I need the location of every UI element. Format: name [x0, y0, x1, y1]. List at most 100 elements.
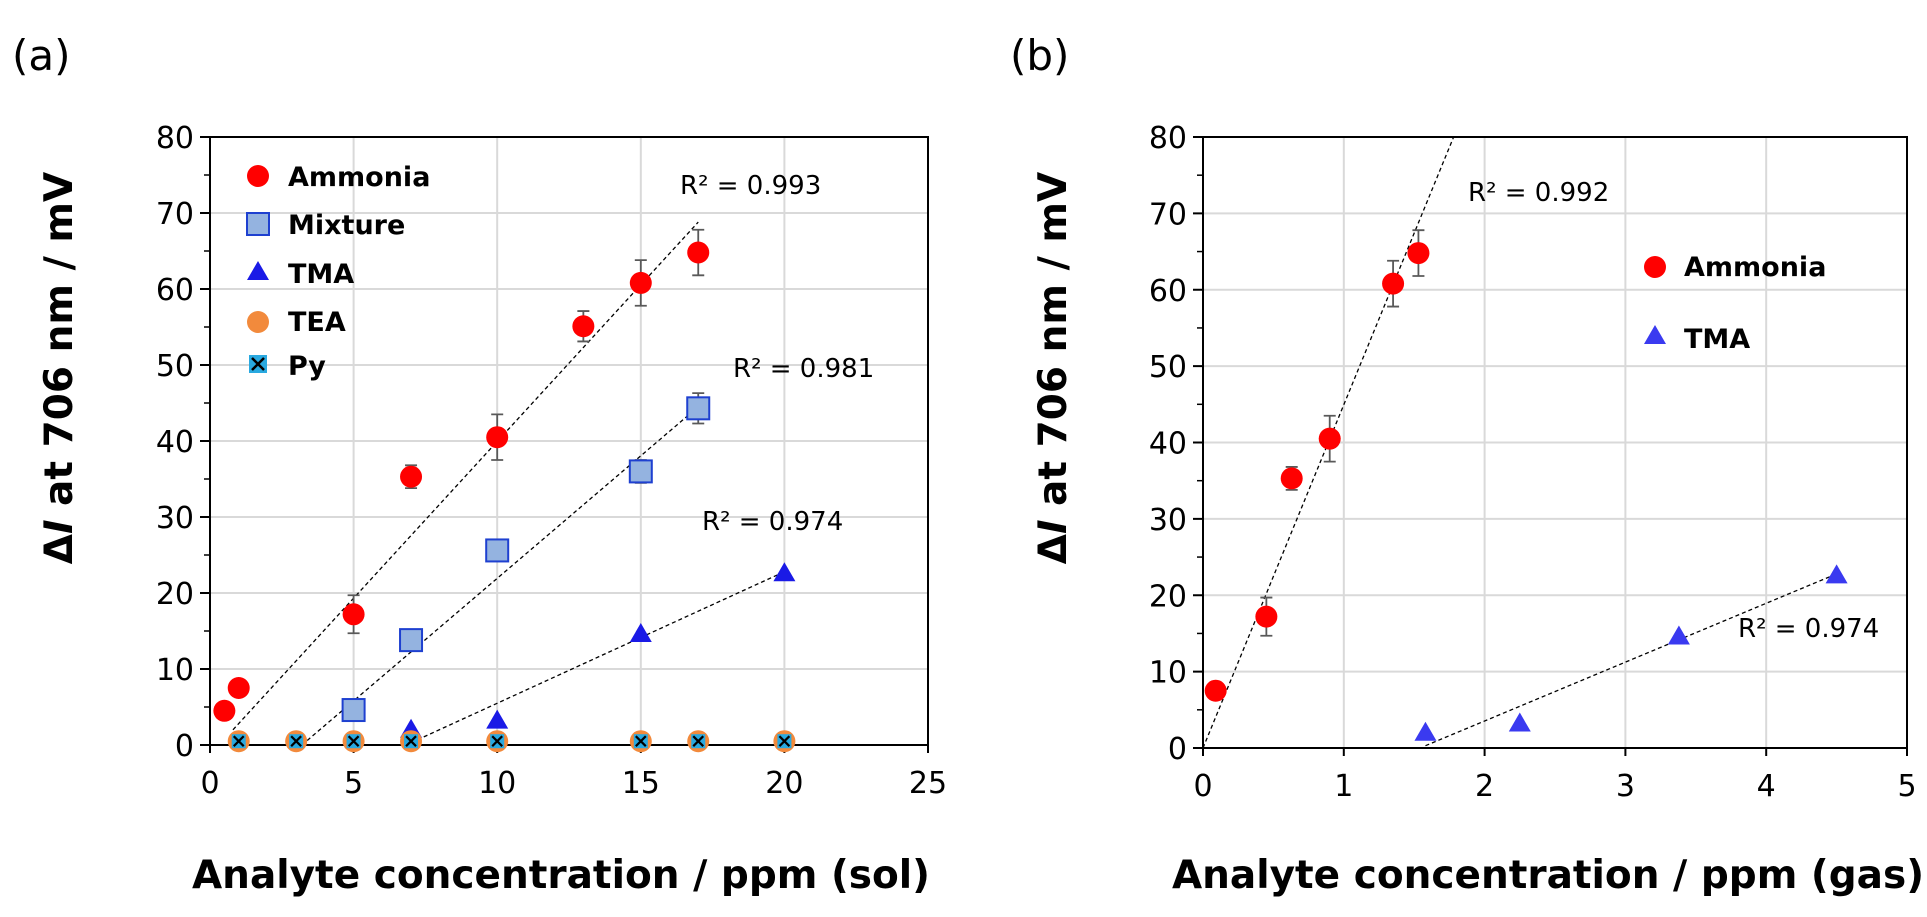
x-tick-label-b-4: 4 [1757, 769, 1776, 804]
chart-panel-b: (b) 0 10 20 30 40 50 60 70 80 0 1 2 3 4 5 Analyte conc… [1010, 31, 1924, 898]
fit-line-a-0 [232, 221, 699, 731]
y-tick-label-a-7: 70 [156, 197, 194, 232]
legend-b-tma-marker [1644, 325, 1666, 344]
point-b-ammonia-2 [1280, 467, 1303, 490]
x-tick-label-a-1: 5 [344, 766, 363, 801]
chart-panel-a: (a) 0 10 20 30 40 50 60 70 80 0 5 10 15 20 25 Analyte … [12, 31, 947, 898]
y-tick-label-a-4: 40 [156, 425, 194, 460]
legend-a-tea-marker [247, 311, 269, 333]
point-a-mixture-2 [485, 538, 510, 563]
x-tick-label-b-2: 2 [1475, 769, 1494, 804]
legend-b-ammonia-marker [1644, 256, 1666, 278]
x-tick-label-a-2: 10 [478, 766, 516, 801]
panel-b-r2-ammonia: R² = 0.992 [1468, 178, 1609, 208]
legend-b-ammonia-label: Ammonia [1684, 252, 1826, 283]
y-tick-label-b-6: 60 [1149, 274, 1187, 309]
legend-a-py-cross-icon [251, 357, 265, 371]
y-tick-label-b-7: 70 [1149, 197, 1187, 232]
panel-b-x-axis-label: Analyte concentration / ppm (gas) [1172, 853, 1924, 898]
point-b-ammonia-0 [1204, 679, 1227, 702]
point-a-ammonia-1 [227, 677, 250, 699]
point-a-py-3-cross-icon [405, 735, 417, 747]
panel-a-r2-ammonia: R² = 0.993 [680, 171, 821, 201]
legend-a-ammonia-marker [247, 165, 269, 187]
point-a-ammonia-7 [687, 241, 710, 264]
legend-a-tma-marker [247, 261, 269, 280]
point-b-tma-3 [1825, 564, 1848, 584]
x-tick-label-a-5: 25 [909, 766, 947, 801]
y-tick-label-a-8: 80 [156, 121, 194, 156]
legend-a-mixture-label: Mixture [288, 210, 405, 241]
point-a-ammonia-4 [486, 426, 509, 449]
point-a-mixture-0 [341, 698, 366, 723]
point-b-tma-2 [1667, 625, 1690, 645]
panel-b-tick-labels: 0 10 20 30 40 50 60 70 80 0 1 2 3 4 5 [1149, 121, 1917, 804]
point-b-tma-1 [1508, 712, 1531, 732]
y-tick-label-b-5: 50 [1149, 350, 1187, 385]
fit-line-a-2 [410, 571, 785, 744]
panel-a-legend: Ammonia Mixture TMA TEA Py [246, 162, 430, 382]
x-tick-label-b-1: 1 [1334, 769, 1353, 804]
panel-b-legend: Ammonia TMA [1644, 252, 1826, 355]
point-a-ammonia-0 [213, 699, 236, 722]
panel-b-markers [1204, 229, 1848, 741]
panel-a-x-axis-label: Analyte concentration / ppm (sol) [192, 853, 930, 898]
y-tick-label-b-3: 30 [1149, 503, 1187, 538]
point-b-ammonia-3 [1318, 427, 1341, 450]
x-tick-label-a-3: 15 [622, 766, 660, 801]
point-a-mixture-3 [628, 459, 653, 484]
point-a-ammonia-6 [629, 271, 652, 294]
point-a-mixture-1 [399, 628, 424, 653]
panel-b-axes-frame [1193, 136, 1908, 756]
x-tick-label-b-0: 0 [1193, 769, 1212, 804]
point-b-ammonia-4 [1382, 272, 1405, 295]
y-tick-label-a-6: 60 [156, 273, 194, 308]
point-a-tma-3 [773, 562, 796, 582]
x-tick-label-a-4: 20 [765, 766, 803, 801]
panel-a-tick-labels: 0 10 20 30 40 50 60 70 80 0 5 10 15 20 25 [156, 121, 947, 801]
point-b-ammonia-1 [1255, 605, 1278, 628]
panel-b-r2-tma: R² = 0.974 [1738, 614, 1879, 644]
legend-a-tma-label: TMA [288, 259, 354, 290]
point-a-tma-1 [486, 709, 509, 729]
point-a-py-0-cross-icon [232, 735, 245, 747]
legend-b-tma-label: TMA [1684, 324, 1750, 355]
point-b-tma-0 [1414, 721, 1437, 741]
y-tick-label-a-3: 30 [156, 501, 194, 536]
point-a-tma-2 [629, 623, 652, 643]
point-a-py-2-cross-icon [347, 735, 360, 747]
panel-a-axes-frame [200, 136, 929, 753]
legend-a-tea-label: TEA [288, 307, 346, 338]
legend-a-mixture-marker [246, 212, 270, 236]
point-a-py-5-cross-icon [635, 735, 647, 747]
y-tick-label-a-0: 0 [175, 729, 194, 764]
panel-a-label: (a) [12, 31, 71, 80]
point-a-mixture-4 [686, 396, 711, 421]
fit-line-b-1 [1425, 573, 1837, 747]
y-tick-label-b-8: 80 [1149, 121, 1187, 156]
panel-b-y-axis-label: ΔI at 706 nm / mV [1031, 172, 1076, 564]
point-a-py-6-cross-icon [692, 735, 705, 747]
x-tick-label-b-3: 3 [1616, 769, 1635, 804]
legend-a-py-label: Py [288, 351, 326, 382]
point-a-ammonia-5 [572, 315, 595, 338]
y-tick-label-b-2: 20 [1149, 579, 1187, 614]
panel-a-r2-mixture: R² = 0.981 [733, 354, 874, 384]
y-tick-label-a-1: 10 [156, 653, 194, 688]
point-b-ammonia-5 [1407, 242, 1430, 265]
x-tick-label-a-0: 0 [200, 766, 219, 801]
y-tick-label-b-4: 40 [1149, 427, 1187, 462]
y-tick-label-b-0: 0 [1168, 732, 1187, 767]
legend-a-ammonia-label: Ammonia [288, 162, 430, 193]
point-a-ammonia-2 [342, 603, 365, 626]
point-a-py-4-cross-icon [491, 735, 503, 747]
point-a-py-7-cross-icon [778, 735, 791, 747]
x-tick-label-b-5: 5 [1897, 769, 1916, 804]
point-a-py-1-cross-icon [290, 735, 302, 747]
panel-a-markers [213, 228, 796, 753]
panel-b-label: (b) [1010, 31, 1069, 80]
point-a-ammonia-3 [400, 465, 423, 488]
panel-a-y-axis-label: ΔI at 706 nm / mV [37, 172, 82, 564]
y-tick-label-a-5: 50 [156, 349, 194, 384]
